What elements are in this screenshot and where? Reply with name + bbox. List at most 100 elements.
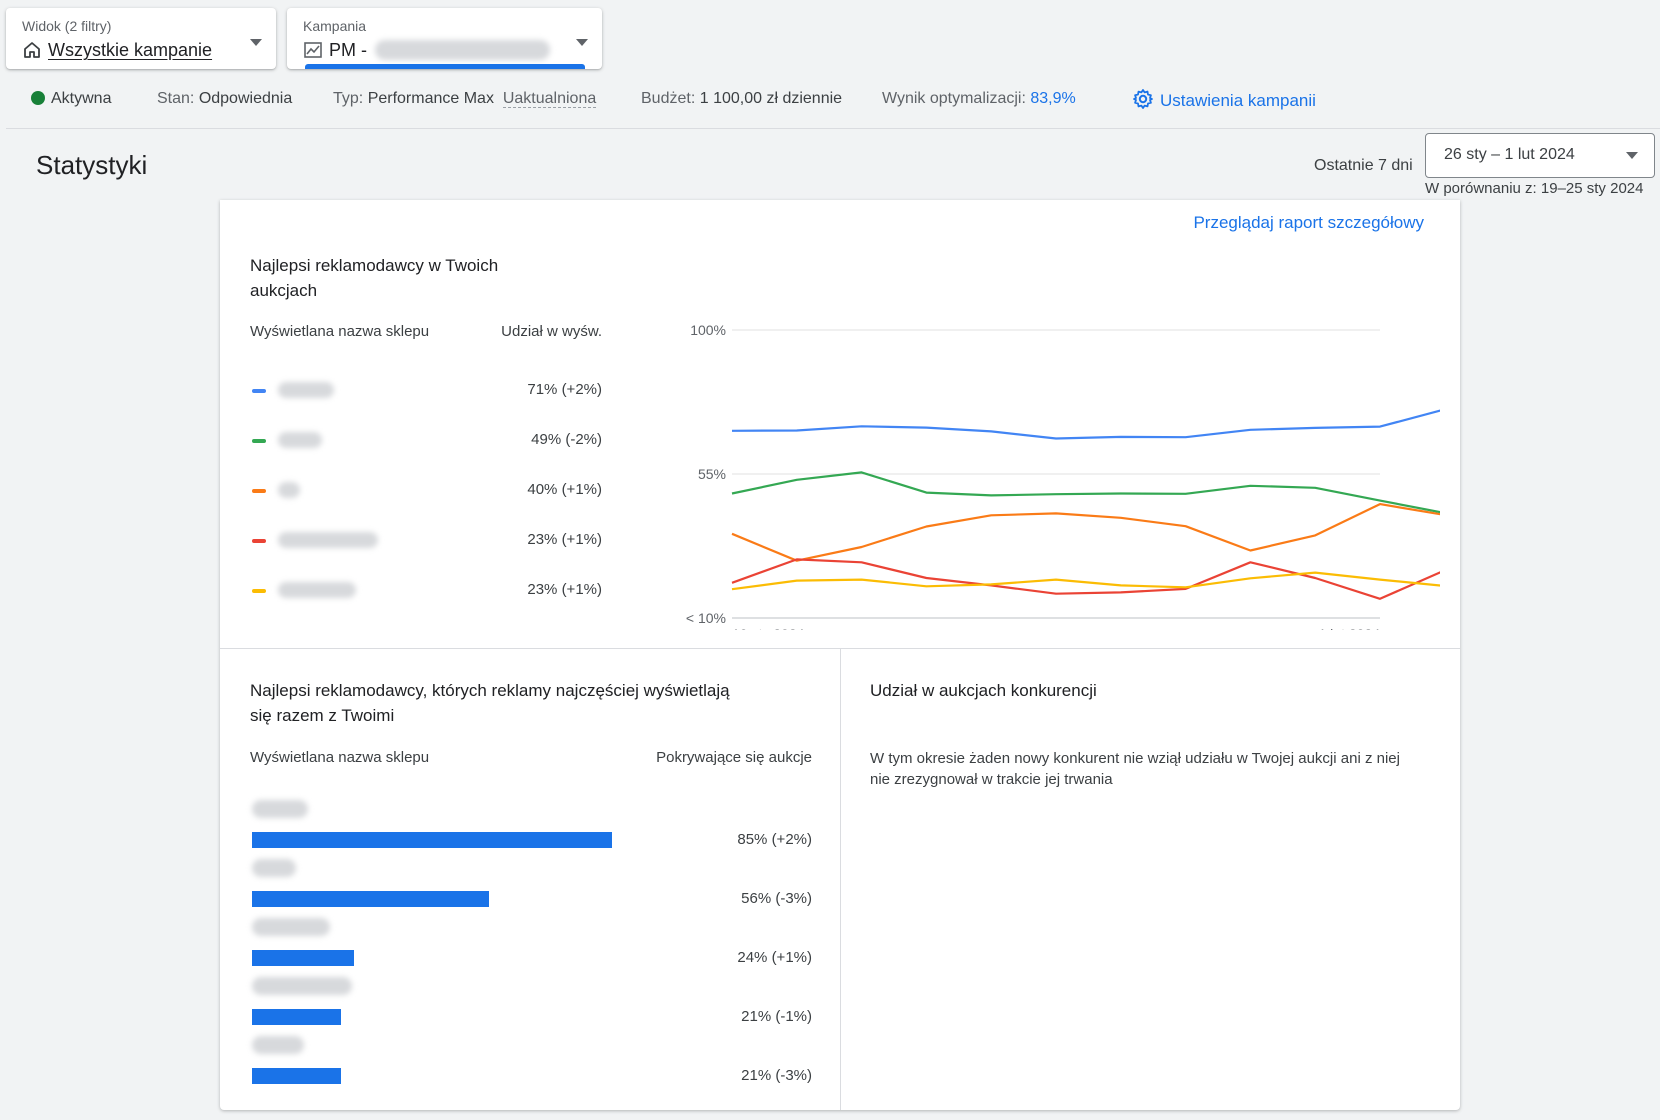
overlap-row[interactable]: 21% (-3%)	[252, 1036, 812, 1094]
status-badge: Aktywna	[31, 90, 111, 108]
detailed-report-link[interactable]: Przeglądaj raport szczegółowy	[1193, 213, 1424, 232]
y-tick-label: < 10%	[686, 610, 726, 626]
legend-share-value: 71% (+2%)	[527, 381, 602, 398]
overlap-store-name	[252, 800, 308, 820]
auction-insights-card: Przeglądaj raport szczegółowy Najlepsi r…	[220, 200, 1460, 1110]
view-selector-value: Wszystkie kampanie	[48, 40, 213, 60]
campaign-state: Stan: Odpowiednia	[157, 90, 292, 108]
date-range-value: 26 sty – 1 lut 2024	[1444, 146, 1575, 163]
legend-store-name	[278, 431, 322, 449]
type-label: Typ:	[333, 90, 364, 107]
series-color-swatch	[252, 389, 266, 393]
overlap-value: 56% (-3%)	[741, 890, 812, 907]
chevron-down-icon	[576, 39, 588, 46]
campaign-selector-label: Kampania	[303, 18, 367, 34]
state-value: Odpowiednia	[198, 90, 293, 107]
campaign-type: Typ: Performance Max Uaktualniona	[333, 90, 597, 108]
overlap-store-name	[252, 918, 330, 938]
legend-row[interactable]: 23% (+1%)	[252, 581, 602, 601]
view-selector[interactable]: Widok (2 filtry) Wszystkie kampanie	[6, 8, 276, 69]
y-tick-label: 55%	[698, 466, 726, 482]
y-tick-label: 100%	[690, 322, 726, 338]
header-divider	[6, 128, 1660, 129]
home-icon	[22, 40, 42, 60]
overlap-bar	[252, 832, 612, 848]
competition-share-title: Udział w aukcjach konkurencji	[870, 681, 1097, 700]
overlap-value: 85% (+2%)	[737, 831, 812, 848]
settings-link-label: Ustawienia kampanii	[1160, 91, 1316, 110]
overlap-store-name	[252, 1036, 304, 1056]
impression-share-line-chart: 100% 55% < 10% 19 sty 2024 1 lut 2024	[686, 322, 1440, 630]
series-color-swatch	[252, 589, 266, 593]
top-advertisers-title: Najlepsi reklamodawcy w Twoich aukcjach	[250, 253, 498, 303]
legend-row[interactable]: 71% (+2%)	[252, 381, 602, 401]
top-advertisers-title-line2: aukcjach	[250, 281, 318, 300]
competition-description-line2: nie zrezygnował w trakcie jej trwania	[870, 771, 1113, 788]
overlap-row[interactable]: 24% (+1%)	[252, 918, 812, 976]
view-selector-label: Widok (2 filtry)	[22, 18, 112, 34]
upgraded-note[interactable]: Uaktualniona	[502, 90, 597, 108]
overlap-store-name	[252, 859, 296, 879]
legend-share-value: 23% (+1%)	[527, 531, 602, 548]
chevron-down-icon	[250, 39, 262, 46]
x-tick-label: 1 lut 2024	[1319, 626, 1381, 630]
competition-share-description: W tym okresie żaden nowy konkurent nie w…	[870, 748, 1430, 790]
date-range-picker[interactable]: 26 sty – 1 lut 2024	[1425, 133, 1655, 178]
stats-header: Statystyki Ostatnie 7 dni 26 sty – 1 lut…	[0, 130, 1660, 200]
overlap-store-name	[252, 977, 352, 997]
legend-store-name	[278, 581, 356, 599]
overlap-bar	[252, 1009, 341, 1025]
gear-icon	[1132, 88, 1154, 115]
type-value: Performance Max	[367, 90, 494, 107]
overlap-row[interactable]: 85% (+2%)	[252, 800, 812, 858]
series-line	[731, 503, 1440, 562]
campaign-settings-link[interactable]: Ustawienia kampanii	[1132, 88, 1316, 115]
top-bar: Widok (2 filtry) Wszystkie kampanie Kamp…	[0, 0, 1660, 128]
overlap-bar	[252, 891, 489, 907]
overlap-value: 24% (+1%)	[737, 949, 812, 966]
overlap-row[interactable]: 21% (-1%)	[252, 977, 812, 1035]
impression-share-column-header: Udział w wyśw.	[501, 323, 602, 340]
legend-row[interactable]: 40% (+1%)	[252, 481, 602, 501]
top-advertisers-title-line1: Najlepsi reklamodawcy w Twoich	[250, 256, 499, 275]
series-line	[731, 471, 1440, 514]
overlap-bar	[252, 950, 354, 966]
optimization-score: Wynik optymalizacji: 83,9%	[882, 90, 1076, 108]
series-color-swatch	[252, 439, 266, 443]
series-line	[731, 571, 1440, 591]
page-title: Statystyki	[36, 150, 148, 180]
legend-store-name	[278, 481, 300, 499]
legend-store-name	[278, 381, 334, 399]
active-status-dot	[31, 91, 45, 105]
state-label: Stan:	[157, 90, 195, 107]
series-line	[731, 409, 1440, 440]
overlap-rate-column-header: Pokrywające się aukcje	[656, 749, 812, 766]
overlap-value: 21% (-1%)	[741, 1008, 812, 1025]
overlap-advertisers-title: Najlepsi reklamodawcy, których reklamy n…	[250, 678, 730, 728]
chevron-down-icon	[1626, 152, 1638, 159]
overlap-row[interactable]: 56% (-3%)	[252, 859, 812, 917]
optimization-label: Wynik optymalizacji:	[882, 90, 1026, 107]
budget-value: 1 100,00 zł dziennie	[699, 90, 843, 107]
legend-share-value: 23% (+1%)	[527, 581, 602, 598]
series-line	[731, 558, 1440, 600]
campaign-name-redacted	[375, 40, 550, 60]
legend-store-name	[278, 531, 378, 549]
campaign-status-row: Aktywna Stan: Odpowiednia Typ: Performan…	[0, 84, 1660, 114]
optimization-value[interactable]: 83,9%	[1030, 90, 1076, 107]
campaign-selector[interactable]: Kampania PM -	[287, 8, 602, 69]
comparison-period: W porównaniu z: 19–25 sty 2024	[1425, 180, 1644, 197]
competition-description-line1: W tym okresie żaden nowy konkurent nie w…	[870, 750, 1400, 767]
store-name-column-header: Wyświetlana nazwa sklepu	[250, 323, 430, 340]
budget-label: Budżet:	[641, 90, 696, 107]
overlap-title-line2: się razem z Twoimi	[250, 706, 395, 725]
status-text: Aktywna	[51, 90, 112, 107]
series-color-swatch	[252, 489, 266, 493]
legend-share-value: 40% (+1%)	[527, 481, 602, 498]
overlap-store-name-column-header: Wyświetlana nazwa sklepu	[250, 749, 430, 766]
legend-share-value: 49% (-2%)	[531, 431, 602, 448]
legend-row[interactable]: 49% (-2%)	[252, 431, 602, 451]
legend-row[interactable]: 23% (+1%)	[252, 531, 602, 551]
period-label: Ostatnie 7 dni	[1314, 157, 1413, 174]
section-divider-vertical	[840, 648, 841, 1110]
